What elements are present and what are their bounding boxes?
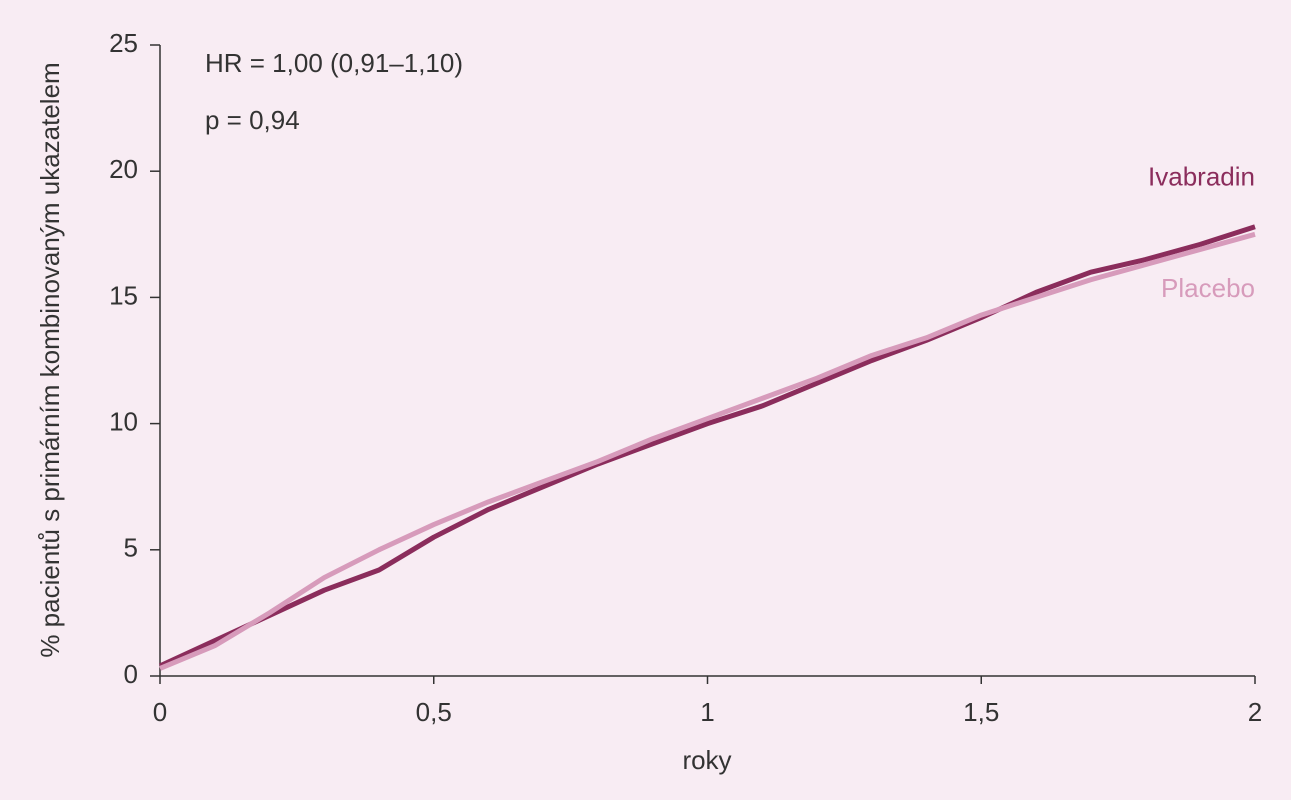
y-tick-label: 10 — [109, 406, 138, 436]
y-tick-label: 5 — [124, 533, 138, 563]
series-label: Placebo — [1161, 273, 1255, 303]
y-tick-label: 15 — [109, 280, 138, 310]
y-tick-label: 25 — [109, 28, 138, 58]
series-line — [158, 224, 1256, 669]
x-tick-label: 1,5 — [963, 697, 999, 727]
x-tick-label: 2 — [1248, 697, 1262, 727]
x-axis-label: roky — [682, 745, 731, 775]
y-tick-label: 0 — [124, 659, 138, 689]
y-axis-label: % pacientů s primárním kombinovaným ukaz… — [35, 62, 65, 657]
series-label: Ivabradin — [1148, 162, 1255, 192]
series-line — [159, 231, 1256, 671]
annotation: HR = 1,00 (0,91–1,10) — [205, 48, 463, 78]
y-tick-label: 20 — [109, 154, 138, 184]
x-tick-label: 1 — [700, 697, 714, 727]
annotation: p = 0,94 — [205, 105, 300, 135]
x-tick-label: 0 — [153, 697, 167, 727]
x-tick-label: 0,5 — [416, 697, 452, 727]
